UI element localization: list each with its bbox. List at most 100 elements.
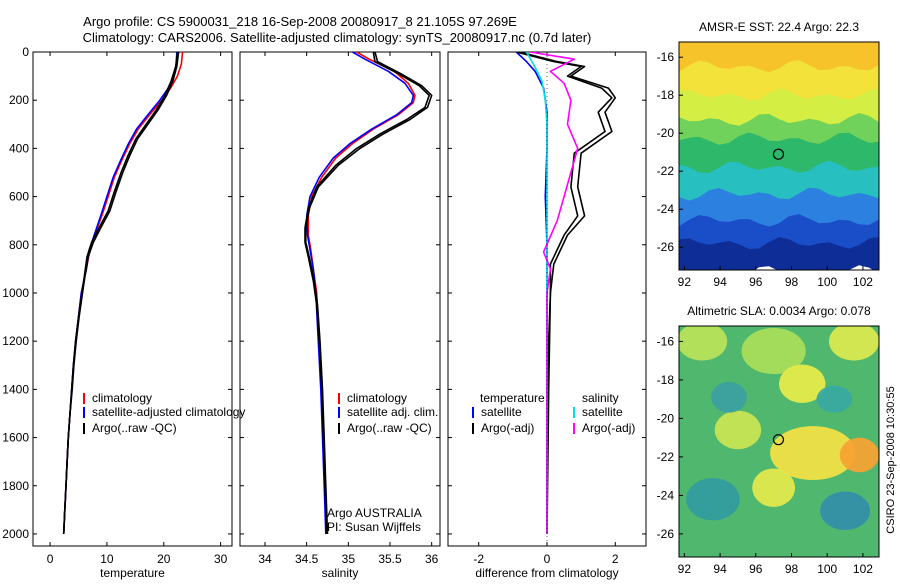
y-tick-label: 1200 <box>2 334 29 348</box>
sla-anomaly-patch <box>816 385 853 413</box>
x-tick-label: 10 <box>100 552 114 566</box>
y-tick-label: 400 <box>9 141 29 155</box>
sla-anomaly-patch <box>711 381 747 413</box>
annotation-pi: PI: Susan Wijffels <box>327 520 421 534</box>
sst-band <box>679 113 879 147</box>
sla-anomaly-patch <box>779 364 826 403</box>
series-group <box>304 52 433 535</box>
legend-label: climatology <box>347 391 407 405</box>
y-tick-label: 1000 <box>2 286 29 300</box>
y-tick-label: 200 <box>9 93 29 107</box>
x-tick-label: 92 <box>678 562 692 576</box>
x-axis-label: temperature <box>100 566 165 580</box>
legend-label: satellite <box>481 405 522 419</box>
sla-anomaly-patch <box>820 491 871 531</box>
sla-anomaly-patch <box>741 327 806 375</box>
sla-anomaly-patch <box>839 437 879 473</box>
sla-anomaly-patch <box>686 478 740 521</box>
x-tick-label: 2 <box>612 552 619 566</box>
map-sst-map: AMSR-E SST: 22.4 Argo: 22.3 92 94 96 98 100 10… <box>657 20 880 289</box>
x-tick-label: 34.5 <box>295 552 319 566</box>
series-line <box>529 52 579 534</box>
y-tick-label: -26 <box>657 527 675 541</box>
x-tick-label: 100 <box>817 562 837 576</box>
sla-anomaly-patch <box>829 326 879 361</box>
legend-label: Argo(-adj) <box>481 421 534 435</box>
legend-difference: temperaturesatelliteArgo(-adj)salinitysa… <box>472 391 635 435</box>
series-group <box>62 52 184 535</box>
series-line <box>62 52 180 535</box>
y-tick-label: 0 <box>22 45 29 59</box>
map-sla-map: Altimetric SLA: 0.0034 Argo: 0.078 92 94 96… <box>657 304 880 576</box>
x-tick-label: 102 <box>853 562 873 576</box>
title-line-1: Argo profile: CS 5900031_218 16-Sep-2008… <box>83 14 517 29</box>
map-frame <box>678 325 880 558</box>
x-tick-label: 94 <box>713 562 727 576</box>
map-field <box>679 326 879 557</box>
title-line-2: Climatology: CARS2006. Satellite-adjuste… <box>83 30 592 45</box>
y-tick-label: 1600 <box>2 431 29 445</box>
y-tick-label: -24 <box>657 488 675 502</box>
y-tick-label: -22 <box>657 450 675 464</box>
x-axis-label: difference from climatology <box>475 566 618 580</box>
legend-label: Argo(..raw -QC) <box>92 421 177 435</box>
y-tick-label: -18 <box>657 88 675 102</box>
x-tick-label: 34 <box>258 552 272 566</box>
sla-anomaly-patch <box>714 410 762 450</box>
y-tick-label: 1800 <box>2 479 29 493</box>
sst-band <box>679 42 879 75</box>
x-tick-label: -2 <box>473 552 484 566</box>
sla-anomaly-patch <box>752 468 796 507</box>
y-tick-label: -16 <box>657 50 675 64</box>
y-tick-label: -26 <box>657 240 675 254</box>
x-tick-label: 100 <box>817 275 837 289</box>
argo-position-marker <box>772 148 785 160</box>
legend-label: satellite-adjusted climatology <box>92 405 245 419</box>
legend-label: Argo(-adj) <box>582 421 635 435</box>
map-title: Altimetric SLA: 0.0034 Argo: 0.078 <box>687 304 871 318</box>
plot-frame <box>239 51 441 547</box>
sst-band <box>679 187 879 229</box>
x-tick-label: 35.5 <box>378 552 402 566</box>
legend-label: Argo(..raw -QC) <box>347 421 432 435</box>
annotation-platform: Argo AUSTRALIA <box>327 506 422 520</box>
map-frame <box>678 41 880 271</box>
legend-label: climatology <box>92 391 152 405</box>
panel-temperature: 0 10 20 30 0 200 400 600 800 1000 1200 1400 1600 1800… <box>2 45 233 580</box>
panel-salinity: 34 34.5 35 35.5 36 salinity <box>239 51 441 580</box>
x-tick-label: 98 <box>785 562 799 576</box>
x-tick-label: 20 <box>157 552 171 566</box>
y-tick-label: -18 <box>657 373 675 387</box>
sst-band <box>679 88 879 128</box>
y-tick-label: -16 <box>657 334 675 348</box>
x-axis-label: salinity <box>322 566 359 580</box>
x-tick-label: 0 <box>544 552 551 566</box>
series-line <box>516 52 613 534</box>
x-tick-label: 92 <box>678 275 692 289</box>
sst-band <box>679 236 879 270</box>
plot-frame <box>32 51 233 547</box>
sla-anomaly-patch <box>770 426 856 480</box>
y-tick-label: 600 <box>9 190 29 204</box>
series-line <box>305 52 433 535</box>
y-tick-label: -22 <box>657 164 675 178</box>
map-field <box>679 42 879 270</box>
legend-label: satellite adj. clim. <box>347 405 438 419</box>
x-tick-label: 0 <box>47 552 54 566</box>
y-tick-label: -20 <box>657 126 675 140</box>
series-line <box>519 52 617 535</box>
y-tick-label: -20 <box>657 411 675 425</box>
y-tick-label: 1400 <box>2 382 29 396</box>
series-line <box>305 52 415 535</box>
x-tick-label: 96 <box>749 275 763 289</box>
x-tick-label: 36 <box>425 552 439 566</box>
x-tick-label: 102 <box>853 275 873 289</box>
footer-timestamp: CSIRO 23-Sep-2008 10:30:55 <box>885 386 897 533</box>
x-tick-label: 35 <box>342 552 356 566</box>
sst-band <box>679 132 879 176</box>
